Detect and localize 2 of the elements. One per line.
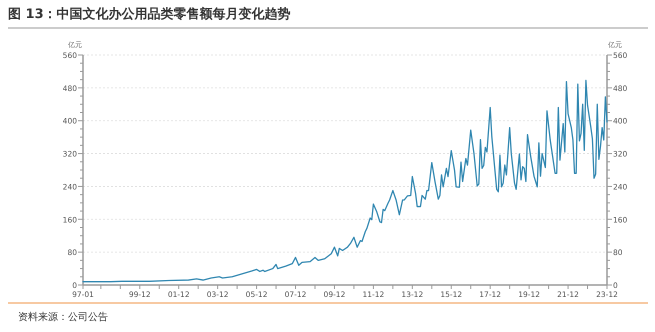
text: 资料来源：公司公告 (18, 311, 108, 323)
chart-title: 图 13：中国文化办公用品类零售额每月变化趋势 (8, 6, 291, 22)
